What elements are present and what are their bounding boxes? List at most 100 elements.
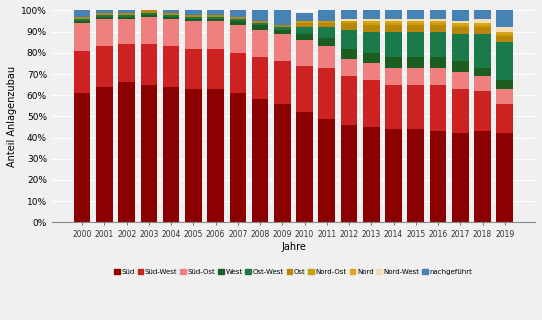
Bar bbox=[185, 15, 202, 17]
Bar bbox=[341, 19, 357, 21]
Bar bbox=[341, 11, 357, 19]
Bar bbox=[207, 49, 224, 89]
Bar bbox=[96, 15, 113, 17]
Bar bbox=[207, 17, 224, 19]
Bar bbox=[207, 21, 224, 49]
Bar bbox=[118, 17, 135, 19]
Bar bbox=[140, 17, 157, 44]
Bar bbox=[251, 29, 268, 57]
Bar bbox=[363, 32, 379, 53]
Bar bbox=[430, 131, 447, 222]
Legend: Süd, Süd-West, Süd-Ost, West, Ost-West, Ost, Nord-Ost, Nord, Nord-West, nachgefü: Süd, Süd-West, Süd-Ost, West, Ost-West, … bbox=[112, 266, 475, 278]
Bar bbox=[452, 89, 469, 133]
Bar bbox=[96, 11, 113, 12]
Bar bbox=[496, 32, 513, 34]
Bar bbox=[385, 19, 402, 21]
Bar bbox=[229, 25, 246, 53]
Bar bbox=[229, 93, 246, 222]
Bar bbox=[251, 11, 268, 21]
Bar bbox=[341, 21, 357, 23]
Bar bbox=[474, 76, 491, 91]
Bar bbox=[74, 93, 91, 222]
Bar bbox=[296, 40, 313, 66]
Bar bbox=[163, 46, 179, 87]
Bar bbox=[430, 57, 447, 68]
Bar bbox=[474, 34, 491, 68]
Bar bbox=[229, 11, 246, 17]
Bar bbox=[296, 112, 313, 222]
Bar bbox=[385, 84, 402, 129]
Bar bbox=[163, 11, 179, 12]
Bar bbox=[185, 11, 202, 15]
Bar bbox=[96, 46, 113, 87]
Bar bbox=[408, 19, 424, 21]
Bar bbox=[474, 11, 491, 19]
Bar bbox=[96, 12, 113, 15]
Bar bbox=[363, 19, 379, 21]
Bar bbox=[140, 12, 157, 15]
Bar bbox=[474, 68, 491, 76]
Bar bbox=[163, 15, 179, 17]
Bar bbox=[140, 84, 157, 222]
Bar bbox=[96, 87, 113, 222]
Bar bbox=[251, 25, 268, 29]
Bar bbox=[296, 12, 313, 21]
Bar bbox=[341, 23, 357, 29]
Bar bbox=[319, 11, 335, 21]
Bar bbox=[452, 133, 469, 222]
Bar bbox=[251, 100, 268, 222]
Bar bbox=[496, 34, 513, 36]
Bar bbox=[496, 36, 513, 42]
Bar bbox=[163, 87, 179, 222]
Bar bbox=[96, 19, 113, 46]
Bar bbox=[363, 63, 379, 80]
Bar bbox=[474, 131, 491, 222]
Bar bbox=[296, 28, 313, 34]
Bar bbox=[207, 11, 224, 15]
Bar bbox=[430, 25, 447, 32]
Bar bbox=[363, 127, 379, 222]
Bar bbox=[118, 44, 135, 83]
Bar bbox=[385, 25, 402, 32]
Bar bbox=[452, 34, 469, 61]
Bar bbox=[341, 59, 357, 76]
Bar bbox=[385, 68, 402, 84]
Bar bbox=[408, 57, 424, 68]
Bar bbox=[319, 23, 335, 28]
Bar bbox=[430, 23, 447, 25]
Bar bbox=[430, 68, 447, 84]
Bar bbox=[185, 17, 202, 19]
Bar bbox=[452, 28, 469, 34]
Bar bbox=[408, 129, 424, 222]
Bar bbox=[251, 23, 268, 25]
Bar bbox=[319, 38, 335, 46]
Bar bbox=[408, 32, 424, 57]
Bar bbox=[274, 29, 291, 34]
Bar bbox=[74, 23, 91, 51]
Bar bbox=[430, 11, 447, 19]
Bar bbox=[229, 53, 246, 93]
Bar bbox=[408, 23, 424, 25]
X-axis label: Jahre: Jahre bbox=[281, 242, 306, 252]
Bar bbox=[207, 19, 224, 21]
Bar bbox=[74, 17, 91, 19]
Bar bbox=[496, 28, 513, 32]
Bar bbox=[185, 49, 202, 89]
Bar bbox=[385, 11, 402, 19]
Bar bbox=[185, 19, 202, 21]
Bar bbox=[274, 61, 291, 104]
Bar bbox=[319, 28, 335, 38]
Bar bbox=[207, 89, 224, 222]
Bar bbox=[385, 23, 402, 25]
Bar bbox=[185, 89, 202, 222]
Bar bbox=[274, 104, 291, 222]
Bar bbox=[474, 25, 491, 28]
Bar bbox=[118, 15, 135, 17]
Bar bbox=[341, 29, 357, 49]
Bar bbox=[408, 84, 424, 129]
Bar bbox=[296, 34, 313, 40]
Bar bbox=[118, 83, 135, 222]
Bar bbox=[185, 21, 202, 49]
Bar bbox=[408, 11, 424, 19]
Bar bbox=[274, 25, 291, 28]
